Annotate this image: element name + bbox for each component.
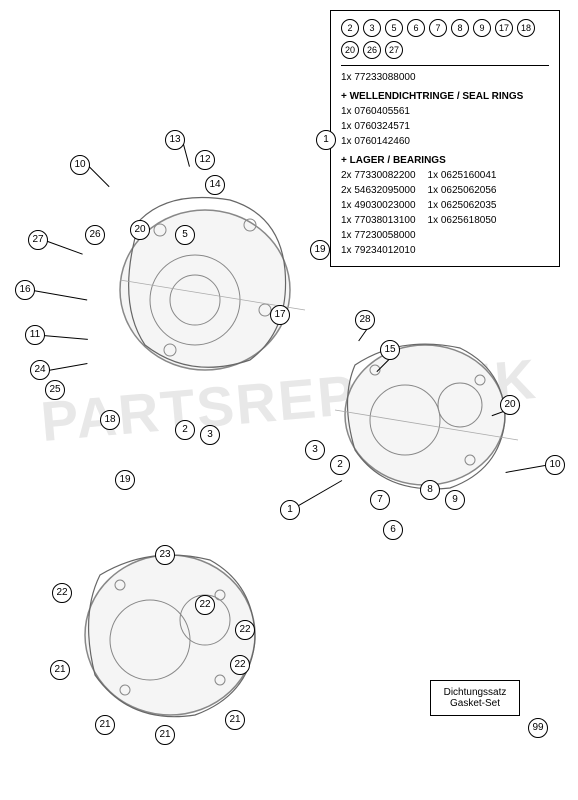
parts-box-refs: 23567891718 202627	[341, 19, 549, 59]
engine-case-left	[110, 180, 310, 380]
callout-10: 10	[70, 155, 90, 175]
bearing-item: 1x 0625062035	[428, 198, 497, 213]
bearings-heading: + LAGER / BEARINGS	[341, 153, 549, 168]
leader-line	[43, 335, 88, 340]
parts-ref-circle: 6	[407, 19, 425, 37]
callout-23: 23	[155, 545, 175, 565]
seal-ring-item: 1x 0760142460	[341, 134, 549, 149]
parts-ref-circle: 2	[341, 19, 359, 37]
parts-ref-circle: 5	[385, 19, 403, 37]
parts-ref-circle: 3	[363, 19, 381, 37]
leader-line	[33, 290, 87, 301]
bearing-item: 1x 0625160041	[428, 168, 497, 183]
parts-ref-circle: 26	[363, 41, 381, 59]
callout-19: 19	[115, 470, 135, 490]
bearing-item: 1x 77038013100	[341, 213, 416, 228]
callout-15: 15	[380, 340, 400, 360]
callout-21: 21	[155, 725, 175, 745]
gasket-line1: Dichtungssatz	[441, 687, 509, 698]
seal-rings-heading: + WELLENDICHTRINGE / SEAL RINGS	[341, 89, 549, 104]
parts-ref-circle: 27	[385, 41, 403, 59]
leader-line	[45, 240, 83, 255]
gasket-callout: 99	[528, 718, 548, 738]
callout-2: 2	[175, 420, 195, 440]
bearing-item: 1x 77230058000	[341, 228, 416, 243]
bearing-item: 1x 0625618050	[428, 213, 497, 228]
callout-8: 8	[420, 480, 440, 500]
parts-ref-circle: 18	[517, 19, 535, 37]
bearing-item: 1x 0625062056	[428, 183, 497, 198]
callout-22: 22	[235, 620, 255, 640]
callout-17: 17	[270, 305, 290, 325]
callout-10: 10	[545, 455, 565, 475]
gasket-line2: Gasket-Set	[441, 698, 509, 709]
callout-16: 16	[15, 280, 35, 300]
bearing-item: 2x 77330082200	[341, 168, 416, 183]
callout-14: 14	[205, 175, 225, 195]
callout-9: 9	[445, 490, 465, 510]
parts-box-callout: 1	[316, 130, 336, 150]
callout-7: 7	[370, 490, 390, 510]
callout-28: 28	[355, 310, 375, 330]
leader-line	[88, 165, 110, 187]
callout-22: 22	[195, 595, 215, 615]
parts-ref-circle: 17	[495, 19, 513, 37]
callout-26: 26	[85, 225, 105, 245]
callout-20: 20	[500, 395, 520, 415]
bearing-item: 1x 79234012010	[341, 243, 416, 258]
bearing-item: 1x 49030023000	[341, 198, 416, 213]
leader-line	[48, 363, 88, 371]
callout-6: 6	[383, 520, 403, 540]
callout-5: 5	[175, 225, 195, 245]
callout-3: 3	[200, 425, 220, 445]
seal-ring-item: 1x 0760405561	[341, 104, 549, 119]
parts-ref-circle: 20	[341, 41, 359, 59]
gasket-set-box: Dichtungssatz Gasket-Set	[430, 680, 520, 716]
callout-18: 18	[100, 410, 120, 430]
parts-ref-circle: 8	[451, 19, 469, 37]
callout-24: 24	[30, 360, 50, 380]
parts-box-main: 1x 77233088000	[341, 70, 549, 85]
callout-13: 13	[165, 130, 185, 150]
parts-list-box: 23567891718 202627 1x 77233088000 + WELLE…	[330, 10, 560, 267]
callout-21: 21	[225, 710, 245, 730]
leader-line	[183, 142, 190, 166]
callout-21: 21	[95, 715, 115, 735]
callout-21: 21	[50, 660, 70, 680]
callout-12: 12	[195, 150, 215, 170]
callout-3: 3	[305, 440, 325, 460]
bearings-col1: 2x 773300822002x 546320950001x 490300230…	[341, 168, 416, 258]
seal-ring-item: 1x 0760324571	[341, 119, 549, 134]
parts-ref-circle: 7	[429, 19, 447, 37]
callout-22: 22	[52, 583, 72, 603]
callout-2: 2	[330, 455, 350, 475]
callout-25: 25	[45, 380, 65, 400]
seal-rings-list: 1x 07604055611x 07603245711x 0760142460	[341, 104, 549, 149]
callout-20: 20	[130, 220, 150, 240]
callout-11: 11	[25, 325, 45, 345]
callout-22: 22	[230, 655, 250, 675]
bearings-col2: 1x 06251600411x 06250620561x 06250620351…	[428, 168, 497, 258]
bearing-item: 2x 54632095000	[341, 183, 416, 198]
callout-1: 1	[280, 500, 300, 520]
callout-27: 27	[28, 230, 48, 250]
diagram-area: 1013121427262051916171128242515182320193…	[0, 0, 578, 800]
parts-ref-circle: 9	[473, 19, 491, 37]
callout-19: 19	[310, 240, 330, 260]
